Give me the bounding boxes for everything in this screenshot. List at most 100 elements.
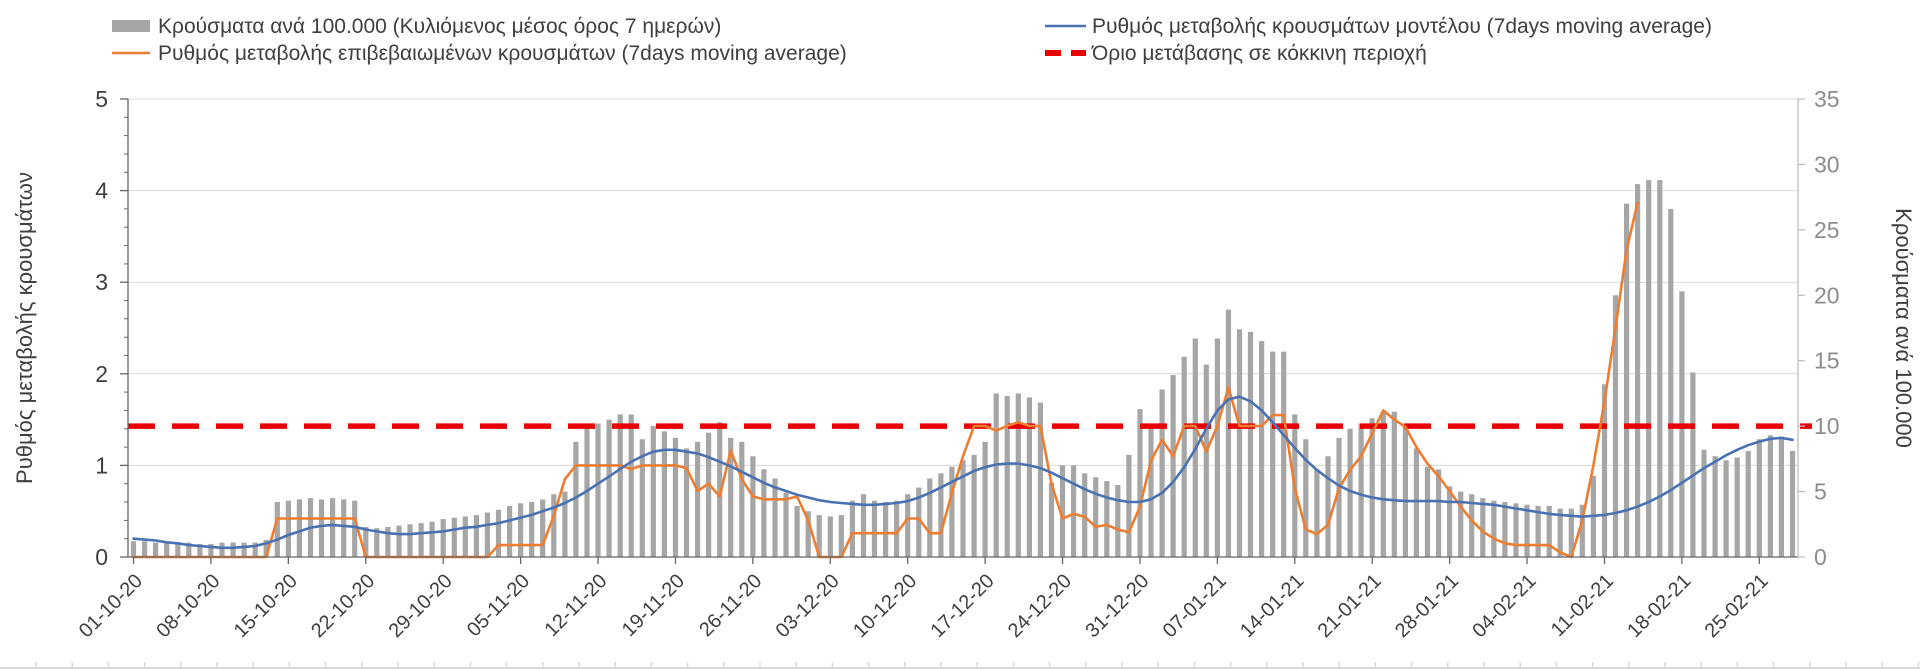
bar — [1568, 508, 1574, 557]
legend-threshold-label: Όριο μετάβασης σε κόκκινη περιοχή — [1091, 42, 1427, 65]
left-axis-title: Ρυθμός μεταβολής κρουσμάτων — [12, 172, 37, 484]
bar — [1723, 460, 1729, 557]
bar — [661, 431, 667, 557]
legend-confirmed-label: Ρυθμός μεταβολής επιβεβαιωμένων κρουσμάτ… — [158, 42, 847, 65]
bar — [1601, 384, 1608, 557]
bar — [429, 521, 435, 557]
bar — [916, 487, 922, 557]
bar — [241, 542, 247, 557]
bar — [1048, 482, 1055, 557]
bar — [1093, 477, 1099, 557]
bar — [1557, 508, 1563, 557]
legend-bars-label: Κρούσματα ανά 100.000 (Κυλιόμενος μέσος … — [158, 15, 721, 38]
bar — [1789, 451, 1796, 557]
bar — [860, 494, 867, 557]
bar — [717, 422, 723, 557]
bar — [938, 473, 944, 557]
bar — [1447, 486, 1453, 557]
bar — [960, 460, 966, 557]
bar — [1247, 331, 1254, 557]
bar — [1303, 439, 1309, 557]
x-axis-tick-label: 24-12-20 — [1004, 570, 1076, 642]
bar — [197, 543, 203, 557]
bar — [805, 511, 811, 557]
bar — [1635, 184, 1641, 557]
bar — [1082, 473, 1088, 557]
bar — [595, 423, 601, 557]
bar — [1469, 494, 1475, 557]
bar — [650, 426, 656, 557]
bar — [1148, 423, 1154, 557]
bar — [794, 506, 800, 557]
x-axis-tick-label: 10-12-20 — [849, 570, 921, 642]
bar — [473, 515, 479, 557]
x-axis-tick-label: 14-01-21 — [1236, 570, 1308, 642]
bar — [993, 393, 999, 557]
right-axis-tick-label: 30 — [1814, 151, 1840, 177]
bar — [695, 441, 701, 557]
x-axis-tick-label: 11-02-21 — [1547, 570, 1618, 641]
x-axis-tick-label: 01-10-20 — [75, 570, 147, 642]
bar — [540, 499, 546, 557]
bar — [374, 528, 380, 557]
bar — [518, 503, 524, 557]
bar — [1745, 451, 1751, 557]
right-axis-tick-label: 5 — [1814, 479, 1827, 505]
bar — [1270, 351, 1276, 557]
bar — [1668, 208, 1674, 557]
bar — [927, 478, 933, 557]
bar — [1458, 491, 1464, 557]
bar — [1126, 454, 1132, 557]
legend-model-label: Ρυθμός μεταβολής κρουσμάτων μοντέλου (7d… — [1092, 15, 1712, 38]
bar — [827, 516, 833, 557]
x-axis-tick-label: 28-01-21 — [1391, 570, 1463, 642]
right-axis-tick-label: 10 — [1814, 413, 1840, 439]
legend-bars-swatch — [112, 20, 150, 32]
bar — [1767, 435, 1773, 557]
model-rate-line — [132, 395, 1794, 550]
bar — [628, 414, 634, 557]
bar — [816, 515, 822, 557]
bar — [1436, 469, 1442, 557]
bar — [495, 509, 502, 557]
x-axis-tick-label: 19-11-20 — [618, 570, 689, 641]
bar — [385, 526, 391, 557]
bar — [1358, 423, 1364, 557]
bar — [761, 469, 767, 557]
x-axis-tick-label: 04-02-21 — [1468, 570, 1540, 642]
bar — [838, 515, 844, 557]
bar — [175, 542, 181, 557]
x-axis-tick-label: 03-12-20 — [772, 570, 844, 642]
bar — [739, 441, 745, 557]
bar — [462, 516, 468, 557]
bar — [551, 494, 557, 557]
right-axis-tick-label: 25 — [1814, 217, 1840, 243]
bar — [1402, 426, 1408, 557]
bar — [529, 502, 535, 557]
bar — [1159, 389, 1165, 557]
left-axis-tick-label: 2 — [95, 361, 108, 387]
bar — [871, 500, 878, 557]
bar — [1380, 411, 1386, 557]
bar — [1225, 309, 1231, 557]
left-axis-tick-label: 5 — [95, 86, 108, 112]
x-axis-tick-label: 21-01-21 — [1314, 570, 1386, 642]
bar — [1137, 409, 1143, 557]
bar — [1236, 329, 1243, 557]
bar — [1369, 418, 1375, 557]
bar — [263, 540, 269, 557]
bar — [949, 466, 955, 557]
bar — [1314, 469, 1320, 557]
bar — [672, 437, 679, 557]
right-axis-title: Κρούσματα ανά 100.000 — [1891, 208, 1916, 448]
bar — [1203, 364, 1209, 557]
bar — [130, 541, 137, 557]
bar — [341, 499, 347, 557]
bar — [1071, 465, 1077, 557]
bar — [186, 542, 192, 557]
bar — [1424, 466, 1431, 557]
bar — [606, 419, 612, 557]
bar — [1690, 372, 1696, 557]
bar — [418, 523, 424, 557]
